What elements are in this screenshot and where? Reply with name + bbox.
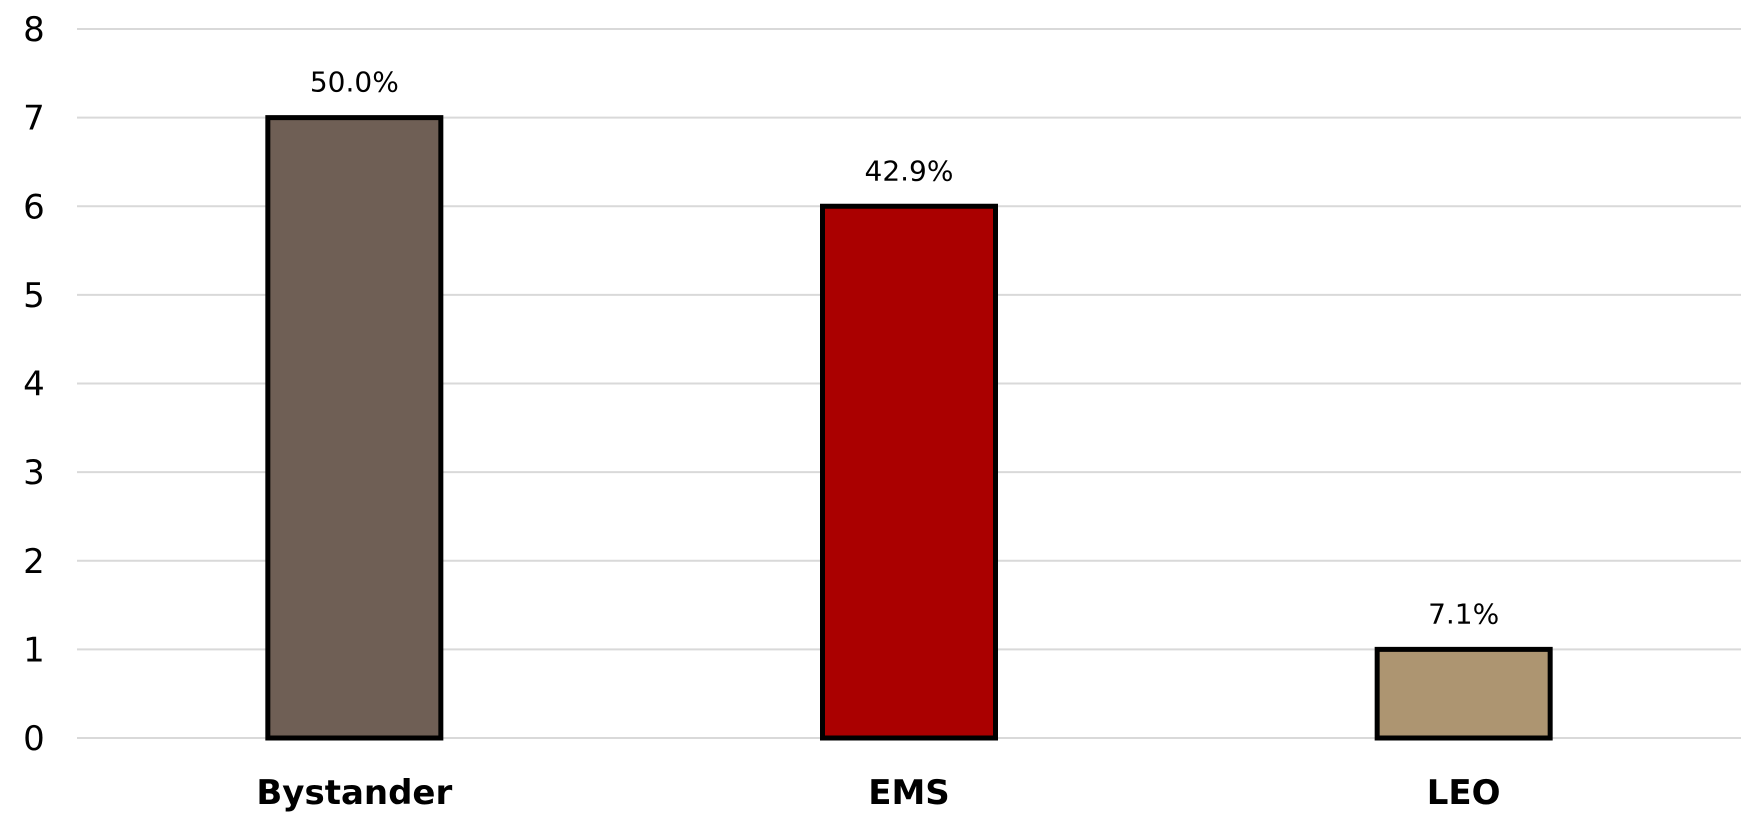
data-label-bystander: 50.0%	[310, 66, 399, 99]
y-axis-ticks: 0 1 2 3 4 5 6 7 8	[23, 10, 45, 759]
x-tick-label-ems: EMS	[868, 773, 950, 813]
y-tick-label: 8	[23, 10, 45, 50]
bar-bystander	[265, 115, 444, 741]
y-tick-label: 7	[23, 99, 45, 139]
data-label-leo: 7.1%	[1428, 597, 1499, 630]
y-tick-label: 0	[23, 719, 45, 759]
y-tick-label: 2	[23, 542, 45, 582]
y-tick-label: 5	[23, 276, 45, 316]
x-axis-ticks: Bystander EMS LEO	[256, 773, 1500, 813]
data-label-ems: 42.9%	[865, 154, 954, 187]
bars	[265, 115, 1553, 741]
y-tick-label: 4	[23, 365, 45, 405]
y-tick-label: 1	[23, 630, 45, 670]
y-tick-label: 3	[23, 453, 45, 493]
x-tick-label-bystander: Bystander	[256, 773, 452, 813]
data-labels: 50.0% 42.9% 7.1%	[310, 66, 1499, 631]
x-tick-label-leo: LEO	[1427, 773, 1501, 813]
bar-ems	[820, 203, 998, 741]
y-tick-label: 6	[23, 187, 45, 227]
bar-leo	[1374, 646, 1553, 741]
